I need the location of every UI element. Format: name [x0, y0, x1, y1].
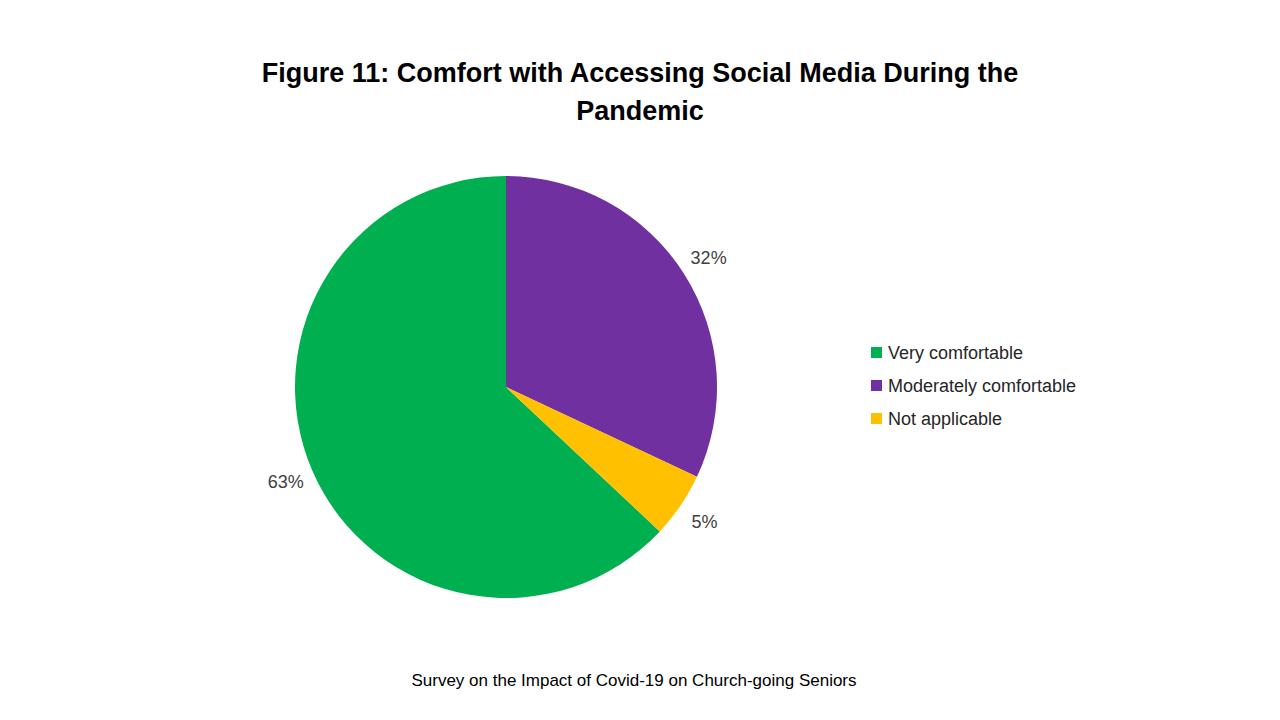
legend: Very comfortable Moderately comfortable No… [871, 343, 1076, 429]
pie-slice [506, 387, 697, 531]
legend-swatch [871, 413, 882, 424]
title-line: Figure 11: Comfort with Accessing Social… [262, 58, 1019, 88]
caption: Survey on the Impact of Covid-19 on Chur… [411, 671, 856, 690]
legend-swatch [871, 347, 882, 358]
pie [295, 176, 717, 598]
data-label: 5% [691, 512, 717, 532]
data-label: 63% [268, 472, 304, 492]
background [0, 0, 1280, 720]
legend-swatch [871, 380, 882, 391]
legend-label: Moderately comfortable [888, 376, 1076, 396]
data-label: 32% [691, 248, 727, 268]
pie-slice [506, 176, 717, 477]
title: Figure 11: Comfort with Accessing Social… [262, 58, 1019, 126]
legend-label: Very comfortable [888, 343, 1023, 363]
chart: Figure 11: Comfort with Accessing Social… [0, 0, 1280, 720]
title-line: Pandemic [576, 96, 704, 126]
legend-label: Not applicable [888, 409, 1002, 429]
